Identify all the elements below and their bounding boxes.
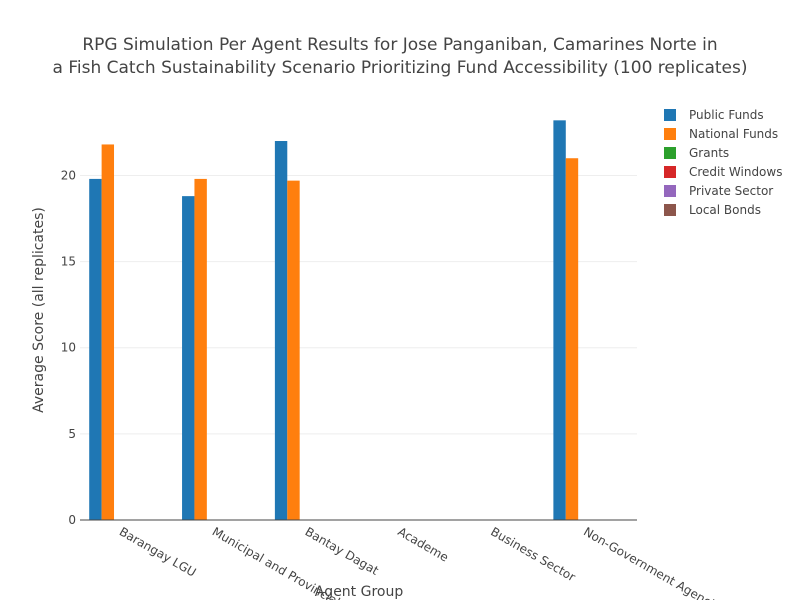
y-tick-label: 0 bbox=[68, 513, 76, 527]
x-tick-label: Barangay LGU bbox=[117, 524, 199, 579]
legend-item[interactable]: National Funds bbox=[664, 127, 778, 141]
x-tick-label: Business Sector bbox=[488, 524, 578, 584]
legend-item[interactable]: Public Funds bbox=[664, 108, 764, 122]
bar bbox=[274, 141, 288, 520]
chart-title: RPG Simulation Per Agent Results for Jos… bbox=[53, 35, 748, 78]
y-tick-label: 5 bbox=[68, 427, 76, 441]
legend-item[interactable]: Grants bbox=[664, 146, 729, 160]
legend-swatch bbox=[664, 147, 676, 159]
bar bbox=[101, 144, 115, 520]
x-axis-title: Agent Group bbox=[315, 584, 404, 600]
y-tick-label: 15 bbox=[61, 255, 76, 269]
legend-label: Public Funds bbox=[689, 108, 764, 122]
legend-item[interactable]: Local Bonds bbox=[664, 203, 761, 217]
x-axis-ticks: Barangay LGU Municipal and Provincial LGU… bbox=[117, 524, 728, 600]
x-tick-label: Bantay Dagat bbox=[303, 524, 382, 577]
legend-swatch bbox=[664, 166, 676, 178]
legend-label: Credit Windows bbox=[689, 165, 782, 179]
bar bbox=[194, 178, 207, 520]
legend-label: Grants bbox=[689, 146, 729, 160]
x-tick-label: Academe bbox=[395, 524, 451, 564]
legend-swatch bbox=[664, 128, 676, 140]
legend-swatch bbox=[664, 109, 676, 121]
legend-swatch bbox=[664, 185, 676, 197]
y-tick-label: 20 bbox=[61, 168, 76, 182]
chart-title-line-2: a Fish Catch Sustainability Scenario Pri… bbox=[53, 58, 748, 78]
legend-item[interactable]: Private Sector bbox=[664, 184, 773, 198]
x-tick-label: Non-Government Agencies bbox=[581, 524, 728, 600]
y-axis-title: Average Score (all replicates) bbox=[31, 207, 47, 413]
legend-label: National Funds bbox=[689, 127, 778, 141]
legend-swatch bbox=[664, 204, 676, 216]
y-tick-label: 10 bbox=[61, 341, 76, 355]
gridlines bbox=[80, 174, 637, 435]
bar bbox=[89, 178, 102, 520]
bar bbox=[565, 158, 579, 520]
bars bbox=[89, 120, 579, 521]
bar bbox=[287, 180, 300, 520]
legend-label: Private Sector bbox=[689, 184, 773, 198]
legend-item[interactable]: Credit Windows bbox=[664, 165, 782, 179]
bar bbox=[182, 196, 195, 520]
legend[interactable]: Public Funds National Funds Grants Credit W… bbox=[664, 108, 782, 217]
bar bbox=[553, 120, 566, 521]
legend-label: Local Bonds bbox=[689, 203, 761, 217]
y-axis-ticks: 0 5 10 15 20 bbox=[61, 168, 76, 527]
chart-title-line-1: RPG Simulation Per Agent Results for Jos… bbox=[82, 35, 717, 55]
